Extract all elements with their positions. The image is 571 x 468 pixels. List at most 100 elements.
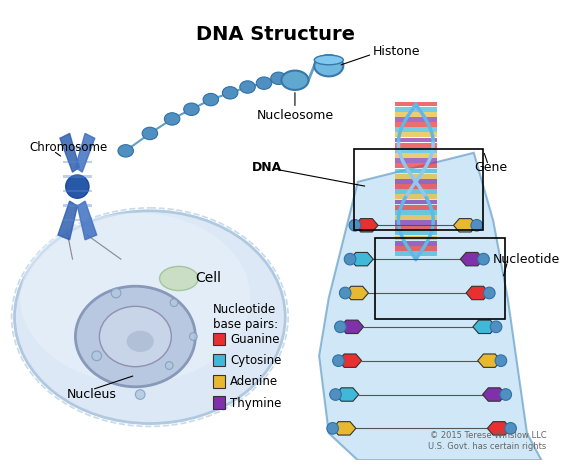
Bar	[63, 219, 92, 221]
Circle shape	[495, 355, 506, 366]
Circle shape	[92, 351, 102, 361]
Bar	[395, 107, 437, 111]
Bar	[395, 199, 437, 205]
Text: Adenine: Adenine	[230, 375, 278, 388]
Text: Nucleotide
base pairs:: Nucleotide base pairs:	[213, 303, 278, 331]
Circle shape	[335, 321, 346, 333]
Ellipse shape	[282, 71, 308, 90]
Circle shape	[166, 362, 173, 369]
Bar	[395, 205, 437, 210]
Circle shape	[490, 321, 502, 333]
Bar	[395, 153, 437, 158]
Ellipse shape	[164, 113, 180, 125]
Ellipse shape	[223, 87, 238, 99]
Circle shape	[111, 288, 121, 298]
Text: Cytosine: Cytosine	[230, 354, 282, 367]
Polygon shape	[478, 354, 501, 367]
Circle shape	[333, 355, 344, 366]
Bar	[213, 396, 226, 409]
Bar	[63, 146, 92, 149]
Polygon shape	[58, 201, 77, 240]
Circle shape	[135, 390, 145, 399]
Bar	[395, 194, 437, 199]
Circle shape	[344, 253, 356, 265]
Text: Gene: Gene	[474, 161, 507, 174]
Circle shape	[471, 219, 482, 231]
Polygon shape	[345, 286, 368, 300]
Bar	[395, 127, 437, 132]
Ellipse shape	[142, 127, 158, 139]
Circle shape	[339, 287, 351, 299]
Bar	[63, 190, 92, 192]
Circle shape	[170, 299, 178, 307]
Ellipse shape	[118, 145, 134, 157]
Text: Nucleotide: Nucleotide	[493, 253, 560, 266]
Bar	[63, 175, 92, 178]
Bar	[63, 204, 92, 207]
Bar	[395, 230, 437, 235]
Bar	[395, 251, 437, 256]
Bar	[395, 143, 437, 147]
Polygon shape	[75, 133, 95, 172]
Polygon shape	[482, 388, 506, 401]
Bar	[395, 148, 437, 153]
Circle shape	[190, 333, 197, 340]
Ellipse shape	[184, 103, 199, 116]
Circle shape	[484, 287, 495, 299]
Bar	[395, 168, 437, 174]
Bar	[395, 102, 437, 106]
Bar	[395, 158, 437, 163]
Polygon shape	[319, 153, 541, 460]
Bar	[395, 112, 437, 117]
Ellipse shape	[21, 213, 251, 383]
Ellipse shape	[314, 55, 343, 76]
Text: © 2015 Terese Winslow LLC
U.S. Govt. has certain rights: © 2015 Terese Winslow LLC U.S. Govt. has…	[428, 431, 546, 451]
Bar	[395, 184, 437, 189]
Bar	[395, 163, 437, 168]
Circle shape	[327, 423, 339, 434]
Polygon shape	[339, 354, 361, 367]
Ellipse shape	[240, 81, 255, 93]
Polygon shape	[473, 320, 496, 334]
Bar	[395, 235, 437, 241]
Circle shape	[329, 389, 341, 400]
Bar	[213, 333, 226, 345]
Ellipse shape	[75, 286, 195, 387]
Polygon shape	[60, 133, 79, 172]
Polygon shape	[466, 286, 489, 300]
Polygon shape	[460, 252, 484, 266]
Bar	[395, 225, 437, 230]
Bar	[395, 241, 437, 246]
Ellipse shape	[99, 307, 171, 366]
Text: Histone: Histone	[372, 45, 420, 58]
Ellipse shape	[314, 55, 343, 65]
Ellipse shape	[271, 72, 286, 85]
Ellipse shape	[203, 94, 219, 106]
Text: Thymine: Thymine	[230, 397, 282, 410]
Text: DNA Structure: DNA Structure	[196, 25, 355, 44]
Text: Nucleus: Nucleus	[67, 388, 117, 401]
Bar	[395, 215, 437, 220]
Circle shape	[478, 253, 489, 265]
Polygon shape	[333, 422, 356, 435]
Bar	[395, 138, 437, 142]
Text: Guanine: Guanine	[230, 333, 280, 346]
Bar	[63, 161, 92, 163]
Circle shape	[500, 389, 512, 400]
Polygon shape	[453, 219, 477, 232]
Bar	[395, 246, 437, 251]
Polygon shape	[355, 219, 378, 232]
Ellipse shape	[127, 331, 154, 352]
Bar	[395, 117, 437, 122]
Polygon shape	[488, 422, 510, 435]
Bar	[395, 174, 437, 179]
Circle shape	[66, 175, 89, 198]
Polygon shape	[340, 320, 364, 334]
Bar	[213, 354, 226, 366]
Text: DNA: DNA	[251, 161, 282, 174]
Circle shape	[505, 423, 516, 434]
Bar	[395, 132, 437, 137]
Bar	[213, 375, 226, 388]
Text: Cell: Cell	[195, 271, 221, 285]
Text: Nucleosome: Nucleosome	[256, 109, 333, 122]
